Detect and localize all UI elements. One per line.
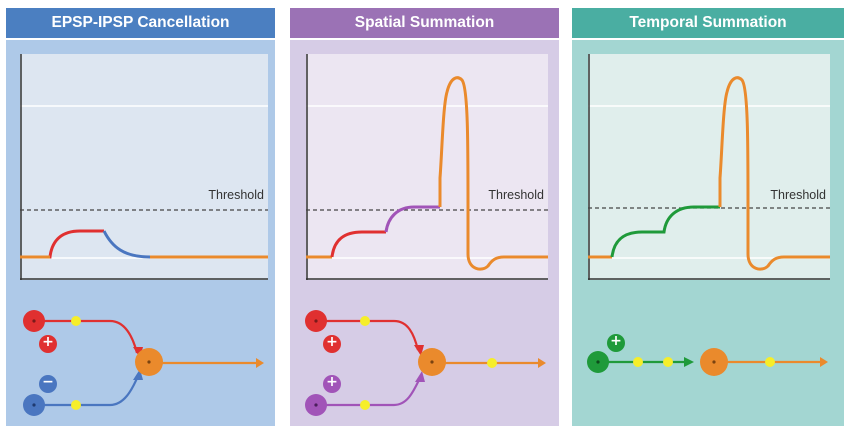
panel-epsp-ipsp: EPSP-IPSP Cancellation Threshold — [6, 0, 275, 426]
potential-plot: Threshold — [306, 54, 548, 280]
input-sign: + — [326, 374, 338, 390]
threshold-label: Threshold — [770, 188, 826, 202]
panel-spatial-summation: Spatial Summation Threshold — [290, 0, 559, 426]
plus-icon — [607, 334, 625, 352]
input-sign: + — [42, 334, 54, 350]
summed-epsp-trace — [610, 205, 720, 258]
input-sign: − — [42, 374, 54, 390]
ipsp-trace — [102, 230, 151, 259]
action-potential-trace — [718, 76, 830, 271]
minus-icon — [39, 375, 57, 393]
synapse-marker — [360, 316, 370, 326]
synapse-marker — [71, 400, 81, 410]
neuron-diagram — [587, 334, 828, 376]
panel-temporal-summation: Temporal Summation Threshold + — [572, 0, 844, 426]
epsp-trace — [22, 229, 104, 259]
panel-title: Temporal Summation — [572, 8, 844, 38]
potential-plot: Threshold — [20, 54, 268, 280]
input-sign: + — [326, 334, 338, 350]
synapse-marker — [487, 358, 497, 368]
synapse-marker — [663, 357, 673, 367]
plus-icon — [323, 375, 341, 393]
panel-title: Spatial Summation — [290, 8, 559, 38]
plus-icon — [323, 335, 341, 353]
threshold-label: Threshold — [208, 188, 264, 202]
plus-icon — [39, 335, 57, 353]
synapse-marker — [360, 400, 370, 410]
threshold-label: Threshold — [488, 188, 544, 202]
neuron-diagram — [305, 310, 546, 416]
epsp-trace — [384, 205, 440, 233]
epsp-trace — [330, 230, 386, 258]
synapse-marker — [71, 316, 81, 326]
action-potential-trace — [438, 76, 548, 271]
synapse-marker — [633, 357, 643, 367]
input-sign: + — [610, 333, 622, 349]
potential-plot: Threshold — [588, 54, 830, 280]
neuron-diagram — [23, 310, 264, 416]
panel-title: EPSP-IPSP Cancellation — [6, 8, 275, 38]
synapse-marker — [765, 357, 775, 367]
